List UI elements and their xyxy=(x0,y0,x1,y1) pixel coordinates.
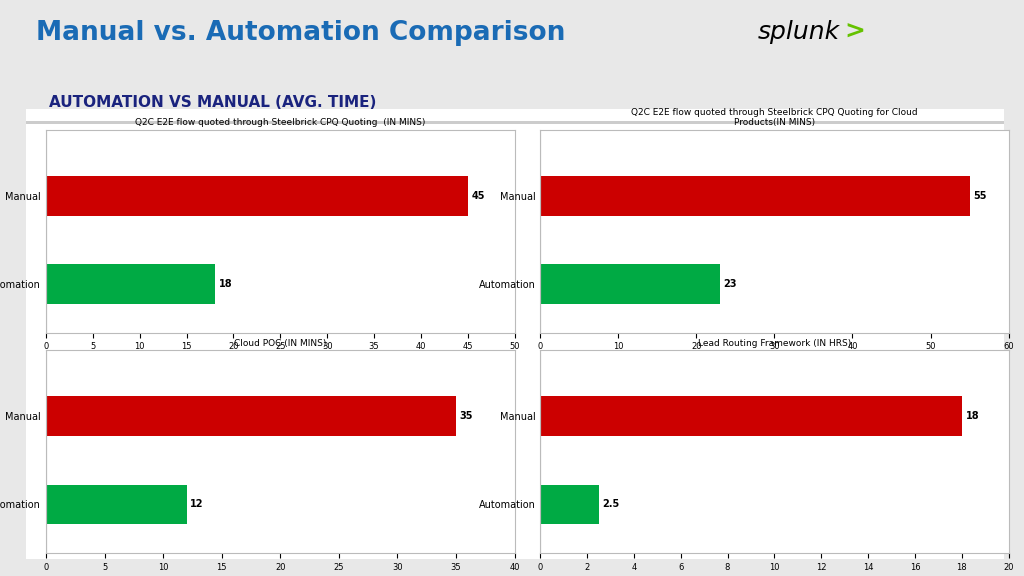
Bar xyxy=(46,264,215,304)
Bar xyxy=(46,484,186,524)
Bar xyxy=(541,396,962,436)
Text: >: > xyxy=(845,20,865,44)
Text: splunk: splunk xyxy=(758,20,840,44)
Bar xyxy=(46,176,468,215)
Title: Q2C E2E flow quoted through Steelbrick CPQ Quoting  (IN MINS): Q2C E2E flow quoted through Steelbrick C… xyxy=(135,119,426,127)
Text: Manual vs. Automation Comparison: Manual vs. Automation Comparison xyxy=(36,20,565,46)
Text: 55: 55 xyxy=(974,191,987,201)
Bar xyxy=(541,264,720,304)
Text: 45: 45 xyxy=(471,191,485,201)
Text: 12: 12 xyxy=(190,499,204,509)
Title: Lead Routing Framework (IN HRS): Lead Routing Framework (IN HRS) xyxy=(697,339,851,348)
Text: 23: 23 xyxy=(724,279,737,289)
Text: 2.5: 2.5 xyxy=(602,499,620,509)
Text: 35: 35 xyxy=(460,411,473,421)
Title: Cloud POC (IN MINS): Cloud POC (IN MINS) xyxy=(234,339,327,348)
Text: AUTOMATION VS MANUAL (AVG. TIME): AUTOMATION VS MANUAL (AVG. TIME) xyxy=(49,95,377,110)
Text: 18: 18 xyxy=(966,411,979,421)
Text: 18: 18 xyxy=(218,279,232,289)
Bar xyxy=(541,484,599,524)
Title: Q2C E2E flow quoted through Steelbrick CPQ Quoting for Cloud
Products(IN MINS): Q2C E2E flow quoted through Steelbrick C… xyxy=(631,108,918,127)
Bar xyxy=(46,396,456,436)
Bar xyxy=(541,176,970,215)
